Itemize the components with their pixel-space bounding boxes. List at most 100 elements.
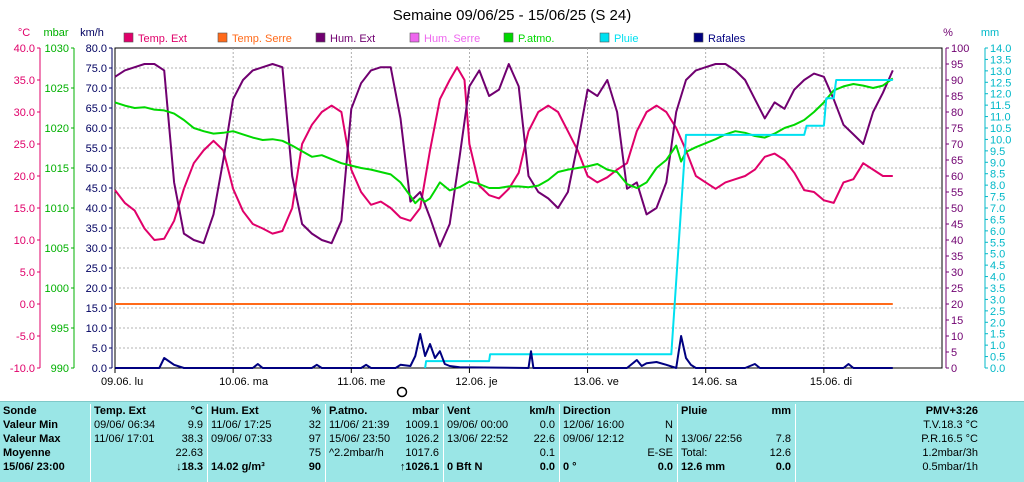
stats-cell: 0.1 [444,446,559,460]
pressure-tick-label: 1005 [45,243,69,255]
legend-label: Rafales [708,33,746,45]
pressure-tick-label: 1030 [45,43,69,55]
stats-col-sonde: Sonde Valeur Min Valeur Max Moyenne 15/0… [0,404,90,482]
wind-tick-label: 70.0 [86,83,107,95]
stats-cell: 0 ° 0.0 [560,460,677,474]
stats-cell-time: Total: [681,447,708,459]
rain-tick-label: 11.0 [990,112,1011,124]
wind-tick-label: 80.0 [86,43,107,55]
stats-cell-value: 7.8 [775,433,791,445]
stats-cell-value: 1026.2 [405,433,439,445]
stats-cell: 12/06/ 16:00 N [560,418,677,432]
temp-tick-label: -5.0 [16,331,35,343]
humidity-tick-label: 100 [951,43,969,55]
stats-cell-value: 0.0 [539,419,555,431]
chart-legend: Temp. Ext Temp. Serre Hum. Ext Hum. Serre P.… [123,32,746,45]
stats-cell-value: 38.3 [181,433,203,445]
stats-cell: 09/06/ 07:33 97 [208,432,325,446]
stats-col-rain: Pluie mm 13/06/ 22:56 7.8 Total: 12.6 12.6 mm 0… [677,404,795,482]
stats-header-unit: mm [771,405,791,417]
stats-header-label: P.atmo. [329,405,368,417]
rain-tick-label: 1.0 [990,340,1005,352]
wind-tick-label: 60.0 [86,123,107,135]
legend-swatch [599,32,610,43]
series-pluieline [424,79,893,369]
wind-tick-label: 65.0 [86,103,107,115]
x-tick-label: 13.06. ve [574,376,619,388]
rain-tick-label: 1.5 [990,329,1005,341]
humidity-tick-label: 90 [951,75,963,87]
stats-header-unit: % [311,405,321,417]
stats-cell: ↓18.3 [91,460,207,474]
stats-cell-time: ^2.2mbar/h [329,447,384,459]
stats-row-label: Valeur Max [3,433,61,445]
temp-tick-label: 15.0 [14,203,35,215]
wind-tick-label: 15.0 [86,303,107,315]
stats-header-unit: km/h [529,405,555,417]
rain-unit-label: mm [981,27,999,39]
temp-tick-label: 5.0 [20,267,35,279]
chart-title: Semaine 09/06/25 - 15/06/25 (S 24) [393,7,632,24]
stats-cell-value: 0.0 [657,461,673,473]
wind-tick-label: 0.0 [92,363,107,375]
humidity-tick-label: 45 [951,219,963,231]
stats-cell-time: 13/06/ 22:52 [447,433,509,445]
rain-tick-label: 8.0 [990,180,1005,192]
humidity-tick-label: 20 [951,299,963,311]
wind-tick-label: 50.0 [86,163,107,175]
pressure-tick-label: 1020 [45,123,69,135]
stats-cell: 22.63 [91,446,207,460]
stats-cell: 15/06/ 23:50 1026.2 [326,432,443,446]
humidity-tick-label: 40 [951,235,963,247]
stats-cell-value: 9.9 [187,419,203,431]
chart-series [114,63,894,369]
stats-cell-value: 1009.1 [405,419,439,431]
stats-header-label: Hum. Ext [211,405,259,417]
x-tick-label: 15.06. di [810,376,852,388]
stats-cell: 13/06/ 22:56 7.8 [678,432,795,446]
stats-header: Hum. Ext% [208,404,325,418]
stats-col-press: P.atmo. mbar 11/06/ 21:39 1009.1 15/06/ 23:5… [325,404,443,482]
series-rafalesline [115,333,893,369]
rain-tick-label: 5.0 [990,249,1005,261]
stats-cell-time: 12/06/ 16:00 [563,419,625,431]
stats-cell-time: 09/06/ 12:12 [563,433,625,445]
stats-cell: 11/06/ 21:39 1009.1 [326,418,443,432]
chart-axes: -10.0 -5.0 0.0 5.0 10.0 15.0 20.0 25.0 30.0 35.0 4… [10,27,1012,375]
stats-cell: 09/06/ 06:34 9.9 [91,418,207,432]
humidity-tick-label: 55 [951,187,963,199]
stats-row-label: Valeur Min [3,419,59,431]
stats-cell-time: 0 ° [563,461,577,473]
humidity-tick-label: 60 [951,171,963,183]
series-hum-extline [114,63,894,248]
chart-x-axis: 09.06. lu 10.06. ma 11.06. me 12.06. je 13.0… [101,368,852,388]
rain-tick-label: 9.0 [990,157,1005,169]
wind-tick-label: 30.0 [86,243,107,255]
wind-tick-label: 5.0 [92,343,107,355]
stats-cell: 09/06/ 12:12 N [560,432,677,446]
statistics-panel: Sonde Valeur Min Valeur Max Moyenne 15/0… [0,401,1024,482]
stats-row-label: 15/06/ 23:00 [3,461,65,473]
humidity-tick-label: 30 [951,267,963,279]
rain-tick-label: 8.5 [990,169,1005,181]
x-tick-label: 09.06. lu [101,376,143,388]
rain-tick-label: 10.0 [990,134,1011,146]
stats-header-label: Pluie [681,405,708,417]
temp-tick-label: 10.0 [14,235,35,247]
series-temp-extline [114,66,893,241]
humidity-tick-label: 15 [951,315,963,327]
wind-tick-label: 25.0 [86,263,107,275]
humidity-tick-label: 70 [951,139,963,151]
temp-tick-label: 40.0 [14,43,35,55]
stats-col-hum: Hum. Ext% 11/06/ 17:25 32 09/06/ 07:33 97 75 1… [207,404,325,482]
pressure-tick-label: 995 [51,323,69,335]
stats-cell-time: 11/06/ 17:25 [211,419,272,431]
stats-cell: 12.6 mm 0.0 [678,460,795,474]
rain-tick-label: 7.0 [990,203,1005,215]
humidity-tick-label: 10 [951,331,963,343]
week-marker-icon [396,386,408,398]
stats-cell-value: N [665,419,673,431]
rain-tick-label: 4.0 [990,272,1005,284]
stats-cell: ↑1026.1 [326,460,443,474]
legend-swatch [409,32,420,43]
